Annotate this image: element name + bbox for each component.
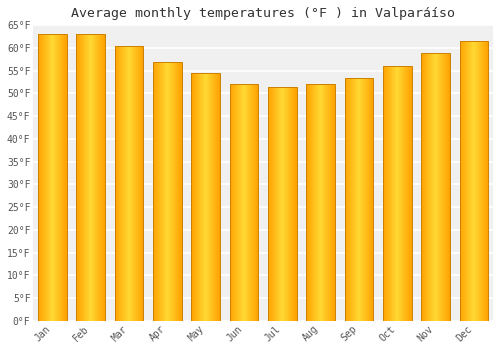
Bar xyxy=(38,34,67,321)
Bar xyxy=(268,87,296,321)
Bar xyxy=(306,84,335,321)
Bar xyxy=(460,41,488,321)
Bar xyxy=(153,62,182,321)
Bar xyxy=(114,46,144,321)
Bar xyxy=(344,78,374,321)
Bar xyxy=(383,66,412,321)
Bar xyxy=(230,84,258,321)
Bar xyxy=(421,52,450,321)
Bar xyxy=(192,73,220,321)
Title: Average monthly temperatures (°F ) in Valparáíso: Average monthly temperatures (°F ) in Va… xyxy=(71,7,455,20)
Bar xyxy=(76,34,105,321)
